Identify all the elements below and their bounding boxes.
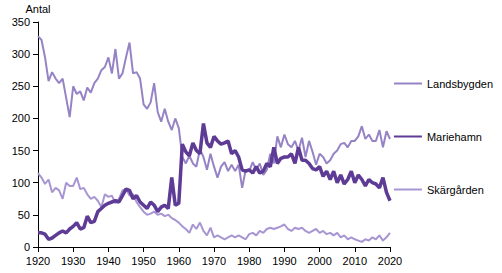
svg-text:1950: 1950 xyxy=(131,255,155,267)
svg-text:200: 200 xyxy=(12,112,30,124)
svg-text:350: 350 xyxy=(12,16,30,28)
svg-text:2020: 2020 xyxy=(378,255,402,267)
svg-text:Antal: Antal xyxy=(25,3,50,15)
svg-text:Skärgården: Skärgården xyxy=(427,184,484,196)
svg-text:150: 150 xyxy=(12,145,30,157)
svg-text:1990: 1990 xyxy=(272,255,296,267)
svg-text:0: 0 xyxy=(24,241,30,253)
svg-text:1940: 1940 xyxy=(96,255,120,267)
svg-text:300: 300 xyxy=(12,48,30,60)
svg-text:2010: 2010 xyxy=(343,255,367,267)
svg-text:1980: 1980 xyxy=(237,255,261,267)
svg-text:1930: 1930 xyxy=(61,255,85,267)
svg-text:2000: 2000 xyxy=(307,255,331,267)
svg-text:50: 50 xyxy=(18,209,30,221)
svg-text:1970: 1970 xyxy=(202,255,226,267)
svg-text:100: 100 xyxy=(12,177,30,189)
svg-text:1960: 1960 xyxy=(167,255,191,267)
svg-text:Mariehamn: Mariehamn xyxy=(427,131,482,143)
svg-text:Landsbygden: Landsbygden xyxy=(427,78,493,90)
svg-text:250: 250 xyxy=(12,80,30,92)
svg-text:1920: 1920 xyxy=(26,255,50,267)
